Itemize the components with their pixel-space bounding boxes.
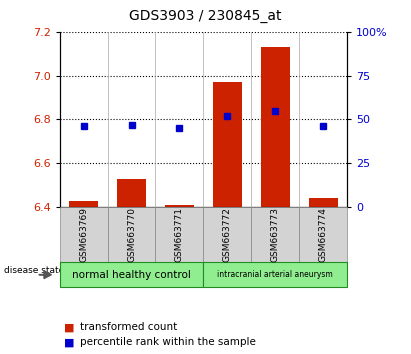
Text: percentile rank within the sample: percentile rank within the sample <box>80 337 256 347</box>
Bar <box>213 82 242 207</box>
Text: GSM663769: GSM663769 <box>79 207 88 262</box>
Text: GSM663771: GSM663771 <box>175 207 184 262</box>
Text: transformed count: transformed count <box>80 322 178 332</box>
Text: disease state: disease state <box>4 266 65 275</box>
Text: ■: ■ <box>64 337 74 347</box>
Bar <box>165 205 194 207</box>
Text: normal healthy control: normal healthy control <box>72 270 191 280</box>
Bar <box>117 179 146 207</box>
Text: GSM663772: GSM663772 <box>223 207 232 262</box>
Text: GSM663773: GSM663773 <box>271 207 280 262</box>
Bar <box>261 47 290 207</box>
Text: GSM663770: GSM663770 <box>127 207 136 262</box>
Text: ■: ■ <box>64 322 74 332</box>
Text: GSM663774: GSM663774 <box>319 207 328 262</box>
Bar <box>309 198 338 207</box>
Text: GDS3903 / 230845_at: GDS3903 / 230845_at <box>129 9 282 23</box>
Text: intracranial arterial aneurysm: intracranial arterial aneurysm <box>217 270 333 279</box>
Bar <box>69 200 98 207</box>
